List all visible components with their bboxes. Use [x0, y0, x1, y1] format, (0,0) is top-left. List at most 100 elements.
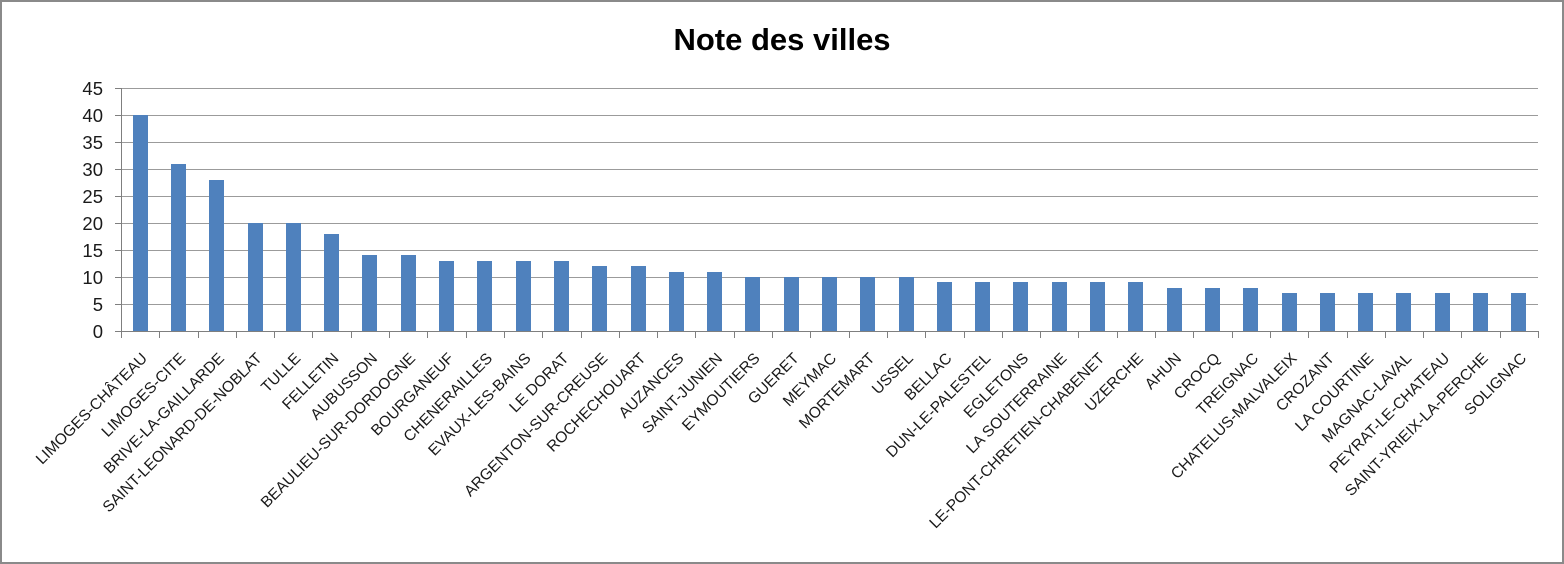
y-axis-tick [115, 169, 121, 170]
y-axis-tick [115, 196, 121, 197]
gridline [121, 196, 1538, 197]
x-axis-tick [619, 332, 620, 338]
bar [1282, 293, 1297, 331]
bar [401, 255, 416, 331]
x-axis-line [121, 331, 1539, 332]
y-axis-tick [115, 277, 121, 278]
bar [1320, 293, 1335, 331]
bar [1473, 293, 1488, 331]
bar [362, 255, 377, 331]
x-axis-tick [695, 332, 696, 338]
x-axis-tick [466, 332, 467, 338]
bar [1435, 293, 1450, 331]
bar [860, 277, 875, 331]
x-axis-tick [849, 332, 850, 338]
y-axis-tick [115, 115, 121, 116]
bar [133, 115, 148, 331]
x-axis-tick [159, 332, 160, 338]
bar [516, 261, 531, 331]
y-axis-tick [115, 88, 121, 89]
x-axis-tick [351, 332, 352, 338]
x-axis-tick [1308, 332, 1309, 338]
bar [171, 164, 186, 331]
y-axis-tick-label: 30 [82, 159, 103, 180]
x-axis-tick [657, 332, 658, 338]
bar [1013, 282, 1028, 331]
bar [439, 261, 454, 331]
x-axis-tick [427, 332, 428, 338]
bar [324, 234, 339, 331]
y-axis-tick [115, 331, 121, 332]
bar [1396, 293, 1411, 331]
x-axis-tick [887, 332, 888, 338]
bar [899, 277, 914, 331]
gridline [121, 223, 1538, 224]
bar [707, 272, 722, 331]
x-axis-tick [1155, 332, 1156, 338]
y-axis-tick-label: 20 [82, 213, 103, 234]
x-axis-tick [312, 332, 313, 338]
x-axis-tick [504, 332, 505, 338]
chart-title: Note des villes [673, 22, 891, 57]
bar [1052, 282, 1067, 331]
x-axis-tick [1423, 332, 1424, 338]
x-axis-tick [1270, 332, 1271, 338]
bar [669, 272, 684, 331]
x-axis-tick [1538, 332, 1539, 338]
x-axis-tick [925, 332, 926, 338]
x-axis-tick [274, 332, 275, 338]
x-axis-tick [1002, 332, 1003, 338]
y-axis-tick-label: 10 [82, 267, 103, 288]
x-axis-tick [1385, 332, 1386, 338]
x-axis-tick [1232, 332, 1233, 338]
x-axis-tick [772, 332, 773, 338]
x-axis-tick [198, 332, 199, 338]
bar [592, 266, 607, 331]
bar [975, 282, 990, 331]
x-axis-tick [810, 332, 811, 338]
y-axis-tick [115, 304, 121, 305]
x-axis-tick [1117, 332, 1118, 338]
y-axis-tick-label: 25 [82, 186, 103, 207]
bar [784, 277, 799, 331]
y-axis-tick [115, 142, 121, 143]
x-axis-tick [1040, 332, 1041, 338]
y-axis-tick-label: 35 [82, 132, 103, 153]
x-axis-tick [734, 332, 735, 338]
bar [937, 282, 952, 331]
bar [1090, 282, 1105, 331]
bar [286, 223, 301, 331]
gridline [121, 250, 1538, 251]
y-axis-tick-label: 5 [92, 294, 103, 315]
bar [1167, 288, 1182, 331]
bar [1128, 282, 1143, 331]
x-axis-tick [1500, 332, 1501, 338]
x-axis-tick [542, 332, 543, 338]
bar [209, 180, 224, 331]
x-axis-tick [121, 332, 122, 338]
y-axis-tick-label: 0 [92, 321, 103, 342]
y-axis-tick [115, 250, 121, 251]
x-axis-tick [389, 332, 390, 338]
y-axis-line [121, 88, 122, 332]
x-axis-tick [1461, 332, 1462, 338]
bar [477, 261, 492, 331]
y-axis-tick-label: 40 [82, 105, 103, 126]
bar [1511, 293, 1526, 331]
x-axis-tick [964, 332, 965, 338]
bar [248, 223, 263, 331]
x-axis-tick [581, 332, 582, 338]
gridline [121, 88, 1538, 89]
y-axis-tick-label: 45 [82, 78, 103, 99]
bar [631, 266, 646, 331]
x-axis-tick [1193, 332, 1194, 338]
gridline [121, 115, 1538, 116]
x-axis-tick [1347, 332, 1348, 338]
bar [1358, 293, 1373, 331]
bar [822, 277, 837, 331]
x-axis-tick [1078, 332, 1079, 338]
x-axis-tick [236, 332, 237, 338]
bar [745, 277, 760, 331]
gridline [121, 169, 1538, 170]
